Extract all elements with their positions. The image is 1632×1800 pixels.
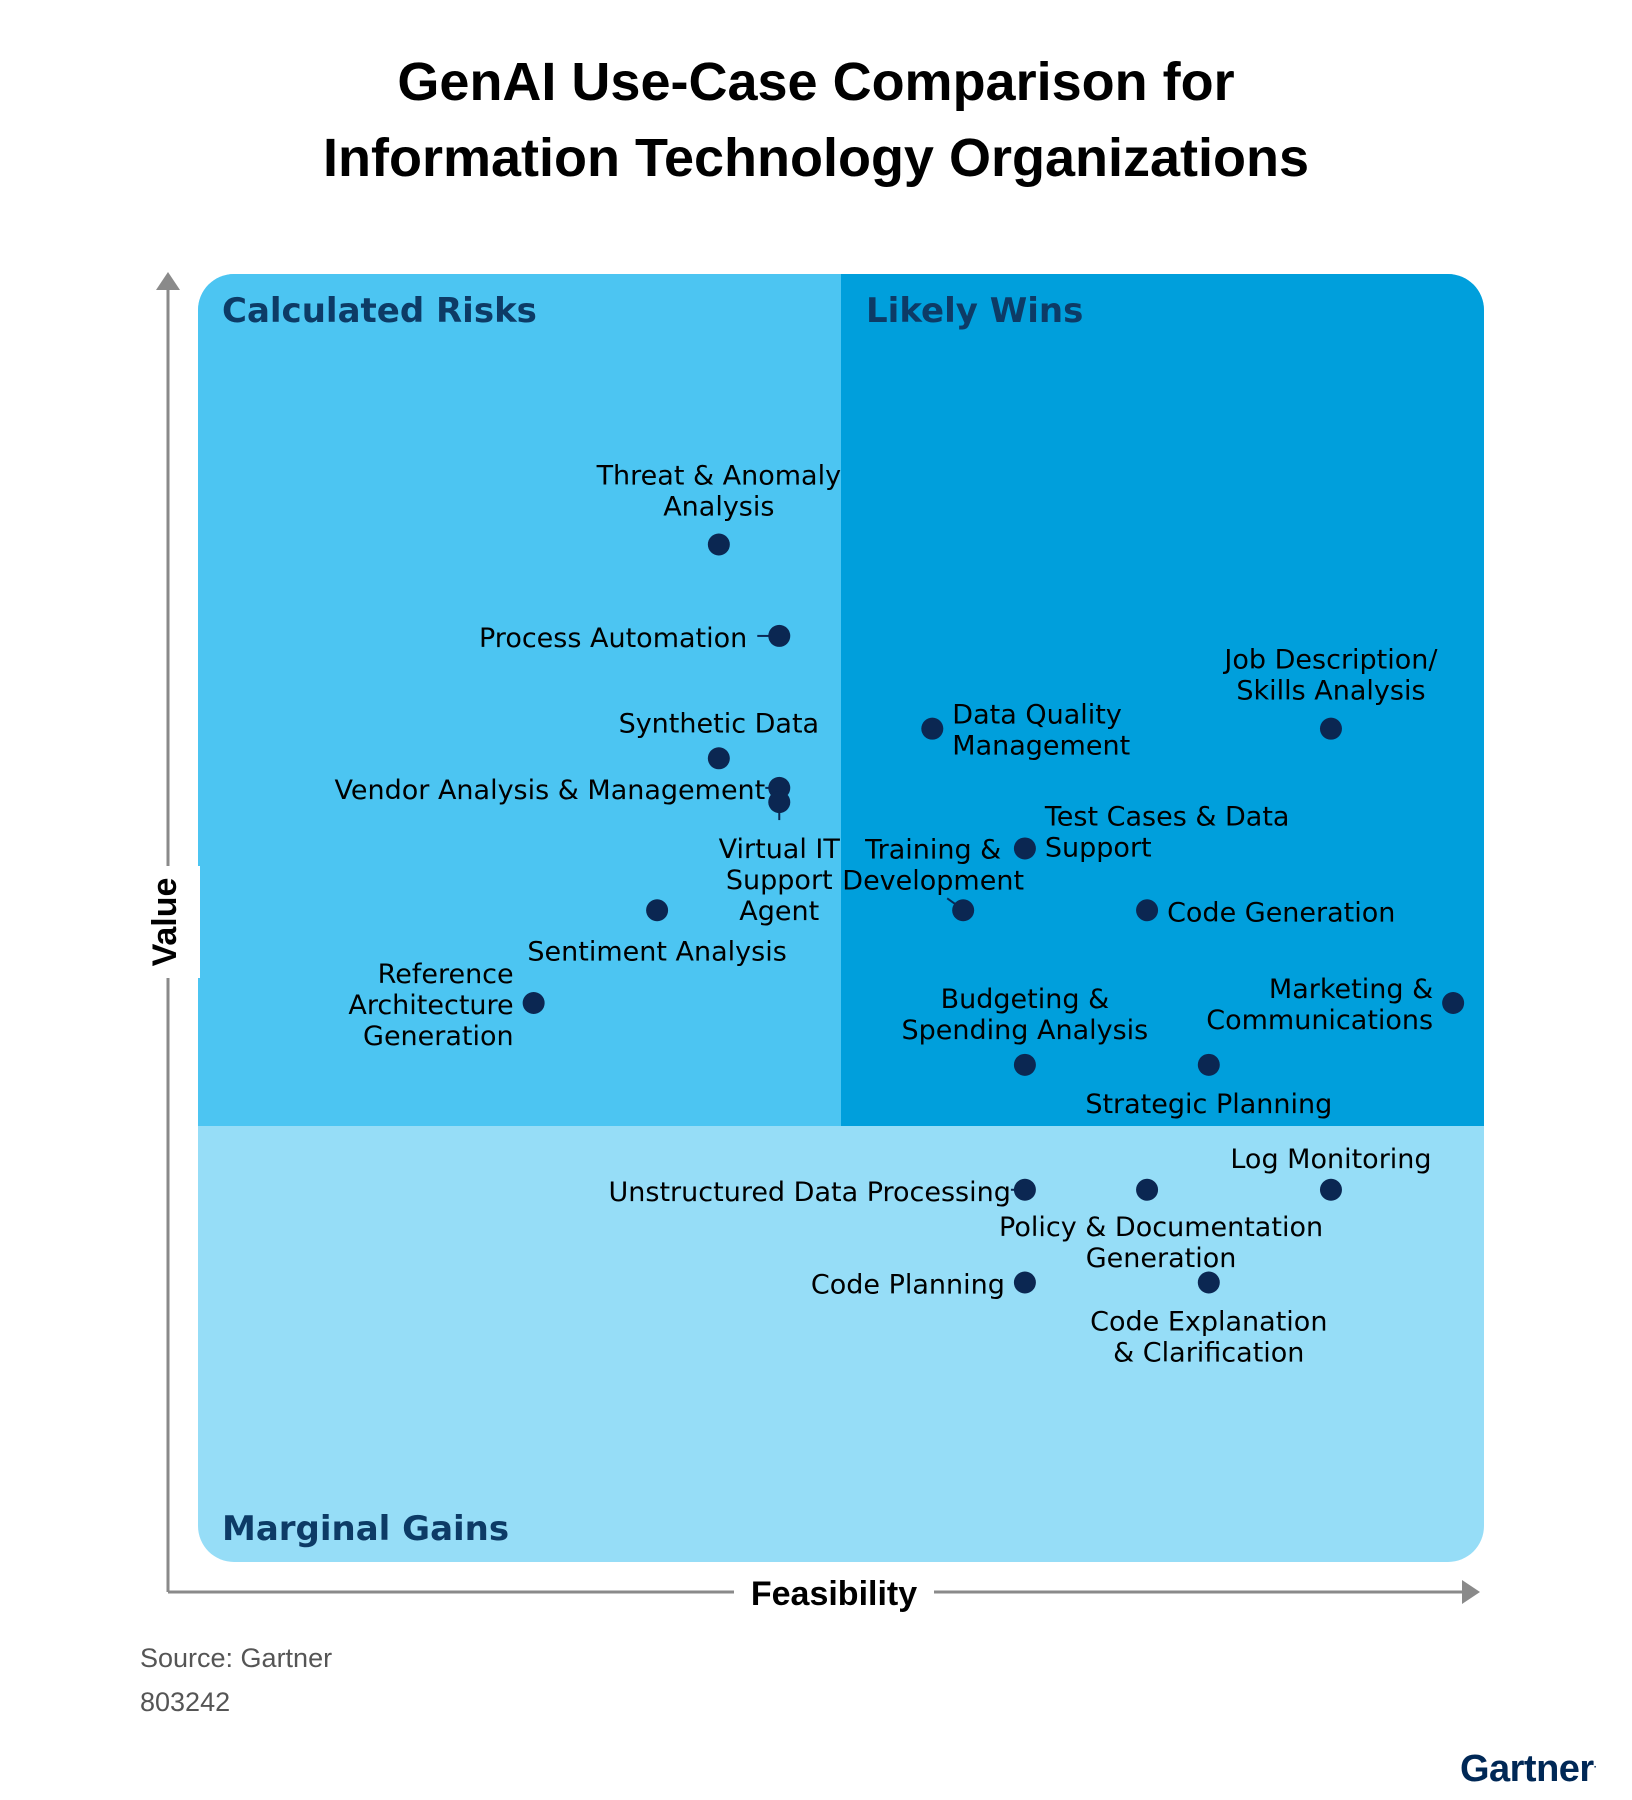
label-log-monitoring: Log Monitoring bbox=[1230, 1144, 1431, 1175]
y-axis-label: Value bbox=[146, 878, 184, 967]
data-points bbox=[522, 533, 1465, 1294]
point-synthetic-data bbox=[707, 747, 730, 770]
point-process-automation bbox=[768, 624, 791, 647]
label-job-description-skills-analysis: Job Description/Skills Analysis bbox=[1222, 645, 1438, 707]
point-reference-architecture-generation bbox=[522, 992, 545, 1015]
logo-mark: . bbox=[1593, 1759, 1597, 1771]
label-line: Code Explanation bbox=[1090, 1307, 1327, 1338]
label-synthetic-data: Synthetic Data bbox=[619, 708, 820, 739]
document-id: 803242 bbox=[140, 1687, 231, 1717]
quadrant-title-marginal-gains: Marginal Gains bbox=[222, 1509, 509, 1549]
point-virtual-it-support-agent bbox=[768, 791, 791, 814]
label-line: Synthetic Data bbox=[619, 708, 820, 739]
label-line: Development bbox=[842, 865, 1024, 896]
label-process-automation: Process Automation bbox=[479, 623, 747, 654]
label-line: Code Generation bbox=[1167, 897, 1395, 928]
label-line: Vendor Analysis & Management bbox=[335, 775, 766, 806]
point-budgeting-spending-analysis bbox=[1013, 1053, 1036, 1076]
axes: Value Feasibility bbox=[136, 272, 1480, 1616]
label-reference-architecture-generation: Reference Architecture Generation bbox=[348, 959, 513, 1052]
label-line: Sentiment Analysis bbox=[527, 936, 786, 967]
label-line: Reference bbox=[378, 959, 514, 990]
point-strategic-planning bbox=[1197, 1053, 1220, 1076]
quadrant-calculated-risks-area bbox=[198, 274, 841, 1126]
label-budgeting-spending-analysis: Budgeting & Spending Analysis bbox=[902, 984, 1149, 1046]
point-training-development bbox=[952, 899, 975, 922]
gartner-logo-text: Gartner bbox=[1459, 1748, 1594, 1790]
label-training-development: Training & Development bbox=[842, 834, 1024, 896]
point-data-quality-management bbox=[921, 717, 944, 740]
point-threat-anomaly-analysis bbox=[707, 533, 730, 556]
label-test-cases-data-support: Test Cases & Data Support bbox=[1044, 801, 1290, 863]
label-line: Threat & Anomaly bbox=[596, 460, 842, 491]
label-line: Data Quality bbox=[952, 700, 1122, 731]
y-axis-arrow bbox=[156, 272, 180, 290]
point-labels: Threat & Anomaly Analysis Process Automati… bbox=[335, 460, 1439, 1368]
label-line: Architecture bbox=[348, 990, 513, 1021]
label-line: Strategic Planning bbox=[1085, 1089, 1332, 1120]
label-code-generation: Code Generation bbox=[1167, 897, 1395, 928]
label-line: Generation bbox=[363, 1021, 514, 1052]
label-data-quality-management: Data Quality Management bbox=[952, 700, 1130, 762]
label-code-explanation-clarification: Code Explanation & Clarification bbox=[1090, 1307, 1327, 1369]
label-vendor-analysis-management: Vendor Analysis & Management bbox=[335, 775, 766, 806]
gartner-logo: Gartner. bbox=[1459, 1748, 1597, 1791]
label-strategic-planning: Strategic Planning bbox=[1085, 1089, 1332, 1120]
label-line: Communications bbox=[1206, 1005, 1433, 1036]
x-axis-arrow bbox=[1462, 1580, 1480, 1604]
label-sentiment-analysis: Sentiment Analysis bbox=[527, 936, 786, 967]
label-line: Spending Analysis bbox=[902, 1015, 1149, 1046]
y-axis-label-backdrop bbox=[136, 866, 200, 978]
point-policy-documentation-generation bbox=[1136, 1178, 1159, 1201]
label-line: Generation bbox=[1086, 1243, 1237, 1274]
quadrant-title-calculated-risks: Calculated Risks bbox=[222, 291, 537, 331]
label-line: Support bbox=[726, 865, 833, 896]
label-line: Virtual IT bbox=[719, 834, 841, 865]
point-test-cases-data-support bbox=[1013, 837, 1036, 860]
label-virtual-it-support-agent: Virtual IT Support Agent bbox=[719, 834, 841, 927]
label-line: Process Automation bbox=[479, 623, 747, 654]
source-note: Source: Gartner bbox=[140, 1643, 333, 1673]
label-line: Skills Analysis bbox=[1236, 676, 1425, 707]
label-line: Support bbox=[1045, 832, 1152, 863]
label-line: Test Cases & Data bbox=[1044, 801, 1290, 832]
point-sentiment-analysis bbox=[646, 899, 669, 922]
label-line: & Clarification bbox=[1113, 1338, 1304, 1369]
chart-title: GenAI Use-Case Comparison for Informatio… bbox=[0, 44, 1632, 196]
point-code-planning bbox=[1013, 1271, 1036, 1294]
x-axis-label-backdrop bbox=[734, 1568, 934, 1616]
point-unstructured-data-processing bbox=[1013, 1178, 1036, 1201]
point-code-explanation-clarification bbox=[1197, 1271, 1220, 1294]
label-line: Marketing & bbox=[1269, 974, 1433, 1005]
label-line: Unstructured Data Processing bbox=[609, 1177, 1011, 1208]
point-code-generation bbox=[1136, 899, 1159, 922]
chart-title-line-1: GenAI Use-Case Comparison for bbox=[397, 52, 1235, 112]
label-threat-anomaly-analysis: Threat & Anomaly Analysis bbox=[596, 460, 842, 522]
label-line: Management bbox=[952, 731, 1130, 762]
point-log-monitoring bbox=[1319, 1178, 1342, 1201]
quadrant-likely-wins-area bbox=[841, 274, 1484, 1126]
label-line: Analysis bbox=[663, 491, 774, 522]
label-marketing-communications: Marketing & Communications bbox=[1206, 974, 1433, 1036]
label-line: Agent bbox=[739, 896, 819, 927]
chart-title-line-2: Information Technology Organizations bbox=[322, 128, 1310, 188]
label-line: Budgeting & bbox=[941, 984, 1110, 1015]
label-line: Code Planning bbox=[811, 1270, 1005, 1301]
quadrant-title-likely-wins: Likely Wins bbox=[866, 291, 1083, 331]
label-line: Training & bbox=[864, 834, 1001, 865]
label-policy-documentation-generation: Policy & Documentation Generation bbox=[999, 1212, 1323, 1274]
x-axis-label: Feasibility bbox=[751, 1575, 917, 1613]
point-marketing-communications bbox=[1442, 992, 1465, 1015]
label-unstructured-data-processing: Unstructured Data Processing bbox=[609, 1177, 1011, 1208]
label-line: Policy & Documentation bbox=[999, 1212, 1323, 1243]
point-job-description-skills-analysis bbox=[1319, 717, 1342, 740]
label-line: Job Description/ bbox=[1222, 645, 1438, 676]
label-line: Log Monitoring bbox=[1230, 1144, 1431, 1175]
label-code-planning: Code Planning bbox=[811, 1270, 1005, 1301]
